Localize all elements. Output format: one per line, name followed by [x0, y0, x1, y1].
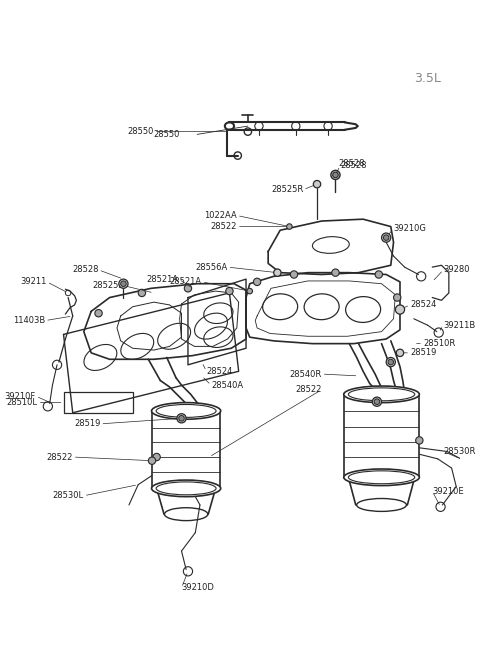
Text: 28540A: 28540A: [211, 381, 243, 390]
Text: 28521A: 28521A: [169, 277, 202, 286]
Text: 28524: 28524: [410, 301, 436, 309]
Ellipse shape: [348, 471, 415, 484]
Text: 28530R: 28530R: [444, 447, 476, 456]
Text: 28522: 28522: [210, 222, 237, 231]
Circle shape: [374, 399, 380, 405]
Circle shape: [287, 224, 292, 229]
Text: 28525L: 28525L: [93, 281, 123, 290]
Text: 28525R: 28525R: [271, 185, 303, 194]
Circle shape: [332, 269, 339, 276]
Ellipse shape: [152, 480, 221, 496]
Text: 28522: 28522: [47, 453, 73, 462]
Text: 39211: 39211: [21, 277, 47, 286]
Circle shape: [138, 290, 145, 297]
Circle shape: [120, 281, 126, 286]
Circle shape: [95, 310, 102, 317]
Circle shape: [226, 288, 233, 295]
Text: 28550: 28550: [154, 130, 180, 139]
Text: 39280: 39280: [444, 265, 470, 274]
Text: 1022AA: 1022AA: [204, 211, 237, 220]
Text: 28556A: 28556A: [195, 263, 228, 272]
Ellipse shape: [357, 498, 407, 512]
Ellipse shape: [165, 508, 208, 521]
Text: 39210D: 39210D: [181, 584, 215, 592]
Circle shape: [247, 288, 252, 294]
Circle shape: [396, 305, 405, 314]
Text: 3.5L: 3.5L: [414, 71, 441, 84]
Circle shape: [274, 269, 281, 276]
Circle shape: [388, 360, 394, 365]
Circle shape: [148, 457, 156, 464]
Text: 11403B: 11403B: [13, 316, 45, 325]
Ellipse shape: [344, 469, 420, 485]
Text: 39210E: 39210E: [432, 487, 464, 496]
Text: 39210F: 39210F: [5, 392, 36, 401]
Circle shape: [416, 437, 423, 444]
Circle shape: [372, 397, 382, 406]
Circle shape: [384, 235, 389, 240]
Text: 28528: 28528: [340, 161, 367, 170]
Circle shape: [375, 271, 383, 278]
Text: 28519: 28519: [74, 419, 100, 428]
Circle shape: [153, 453, 160, 460]
Ellipse shape: [152, 403, 221, 419]
Text: 39211B: 39211B: [444, 321, 476, 329]
Circle shape: [333, 172, 338, 178]
Text: 28519: 28519: [410, 348, 436, 358]
Circle shape: [184, 285, 192, 292]
Circle shape: [394, 294, 401, 301]
Circle shape: [396, 349, 404, 356]
Text: 28522: 28522: [295, 385, 322, 394]
Text: 28521A: 28521A: [146, 274, 179, 284]
Ellipse shape: [348, 388, 415, 401]
Circle shape: [253, 278, 261, 286]
Circle shape: [331, 170, 340, 179]
Circle shape: [119, 279, 128, 288]
Text: 28528: 28528: [338, 159, 365, 168]
Text: 28528: 28528: [72, 265, 98, 274]
Ellipse shape: [344, 386, 420, 403]
Ellipse shape: [156, 482, 216, 495]
Ellipse shape: [225, 122, 234, 130]
Circle shape: [177, 414, 186, 423]
Text: 28510R: 28510R: [423, 339, 456, 348]
Circle shape: [313, 181, 321, 188]
Circle shape: [179, 415, 184, 421]
Text: 28530L: 28530L: [53, 491, 84, 500]
Text: 28540R: 28540R: [289, 369, 322, 379]
Text: 39210G: 39210G: [394, 224, 426, 233]
Text: 28524: 28524: [206, 367, 233, 376]
Circle shape: [386, 358, 396, 367]
Text: 28510L: 28510L: [7, 398, 38, 407]
Circle shape: [382, 233, 391, 242]
Text: 28550: 28550: [128, 127, 154, 136]
Ellipse shape: [156, 405, 216, 417]
Circle shape: [290, 271, 298, 278]
